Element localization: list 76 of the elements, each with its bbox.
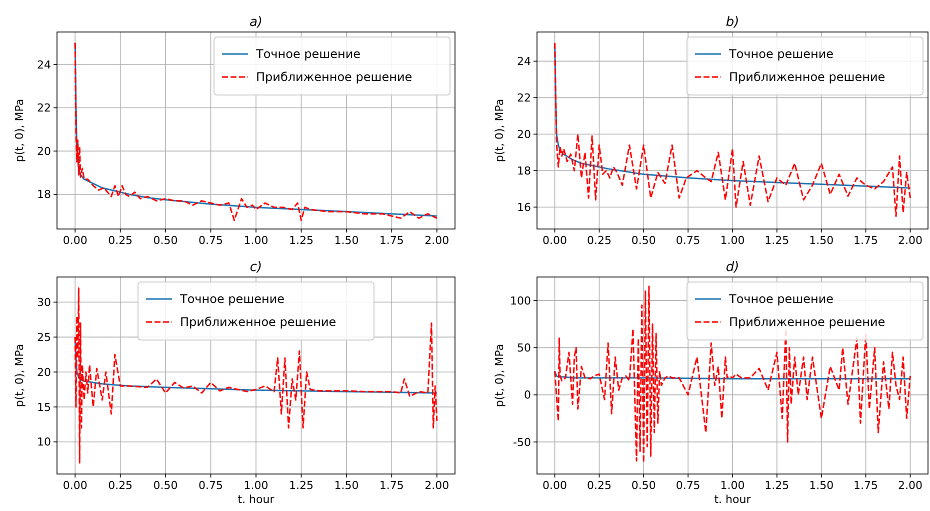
legend-label: Точное решение — [255, 47, 361, 62]
legend-label: Приближенное решение — [729, 315, 886, 330]
x-tick-label: 0.25 — [586, 479, 612, 492]
x-tick-label: 0.50 — [631, 234, 656, 247]
y-tick-label: 16 — [517, 200, 531, 214]
x-tick-label: 1.00 — [720, 479, 745, 492]
x-tick-label: 0.50 — [153, 479, 178, 492]
x-tick-label: 0.50 — [631, 479, 656, 492]
legend-label: Точное решение — [728, 292, 834, 306]
y-tick-label: 18 — [37, 188, 51, 202]
y-tick-label: 0 — [524, 388, 531, 402]
chart-title: b) — [726, 15, 740, 30]
x-tick-label: 2.00 — [424, 234, 450, 247]
legend-label: Точное решение — [728, 47, 834, 62]
y-tick-label: 18 — [517, 164, 531, 178]
x-axis-title: t. hour — [714, 493, 752, 506]
line-series — [74, 287, 438, 464]
x-tick-label: 1.50 — [809, 234, 834, 247]
x-axis-title: t. hour — [238, 493, 275, 506]
x-tick-label: 1.75 — [854, 479, 878, 492]
y-tick-label: 25 — [37, 330, 51, 344]
x-tick-label: 2.00 — [898, 479, 922, 492]
x-tick-label: 1.25 — [288, 234, 314, 247]
x-tick-label: 0.00 — [62, 234, 88, 247]
y-tick-label: 20 — [37, 366, 51, 379]
x-tick-label: 0.00 — [542, 234, 568, 247]
legend-label: Приближенное решение — [729, 70, 886, 84]
x-tick-label: 0.75 — [198, 479, 224, 492]
line-series — [554, 286, 911, 464]
x-tick-label: 1.00 — [244, 479, 268, 492]
line-series — [554, 370, 911, 380]
y-tick-label: 20 — [517, 128, 531, 141]
chart-title: d) — [726, 260, 740, 275]
x-tick-label: 0.00 — [542, 479, 568, 492]
x-tick-label: 1.25 — [288, 479, 314, 492]
x-tick-label: 0.75 — [198, 234, 224, 247]
x-tick-label: 1.25 — [764, 234, 790, 247]
y-tick-label: 22 — [37, 102, 51, 115]
y-tick-label: 24 — [517, 55, 531, 68]
x-tick-label: 1.50 — [809, 479, 834, 492]
legend-label: Приближенное решение — [256, 70, 412, 84]
y-tick-label: 20 — [37, 144, 51, 158]
x-tick-label: 0.25 — [108, 479, 133, 492]
legend-label: Приближенное решение — [180, 315, 336, 330]
y-axis-title: p(t, 0), MPa — [493, 344, 506, 408]
y-tick-label: 50 — [517, 342, 531, 355]
y-axis-title: p(t, 0), MPa — [493, 98, 506, 162]
y-tick-label: 10 — [37, 436, 51, 449]
line-series — [554, 42, 911, 217]
x-tick-label: 1.50 — [334, 234, 359, 247]
x-tick-label: 1.00 — [244, 234, 268, 247]
x-tick-label: 1.00 — [720, 234, 745, 247]
y-tick-label: 24 — [37, 58, 51, 72]
x-tick-label: 1.75 — [379, 234, 404, 247]
legend-label: Точное решение — [179, 292, 285, 306]
y-axis-title: p(t, 0), MPa — [13, 344, 26, 408]
x-tick-label: 1.25 — [764, 479, 790, 492]
x-tick-label: 0.75 — [676, 479, 700, 492]
chart-title: c) — [250, 260, 262, 275]
y-tick-label: 30 — [37, 296, 51, 309]
x-tick-label: 1.50 — [334, 479, 359, 492]
x-tick-label: 0.25 — [586, 234, 612, 247]
x-tick-label: 2.00 — [424, 479, 450, 492]
x-tick-label: 2.00 — [898, 234, 922, 247]
y-axis-title: p(t, 0), MPa — [13, 98, 26, 162]
chart-title: a) — [249, 15, 263, 30]
x-tick-label: 0.00 — [62, 479, 88, 492]
y-tick-label: 100 — [510, 294, 531, 308]
x-tick-label: 1.75 — [854, 234, 878, 247]
x-tick-label: 0.50 — [153, 234, 178, 247]
y-tick-label: 22 — [517, 92, 531, 105]
x-tick-label: 0.25 — [108, 234, 133, 247]
y-tick-label: 15 — [37, 400, 51, 414]
x-tick-label: 1.75 — [379, 479, 404, 492]
y-tick-label: -50 — [513, 436, 531, 449]
x-tick-label: 0.75 — [676, 234, 700, 247]
